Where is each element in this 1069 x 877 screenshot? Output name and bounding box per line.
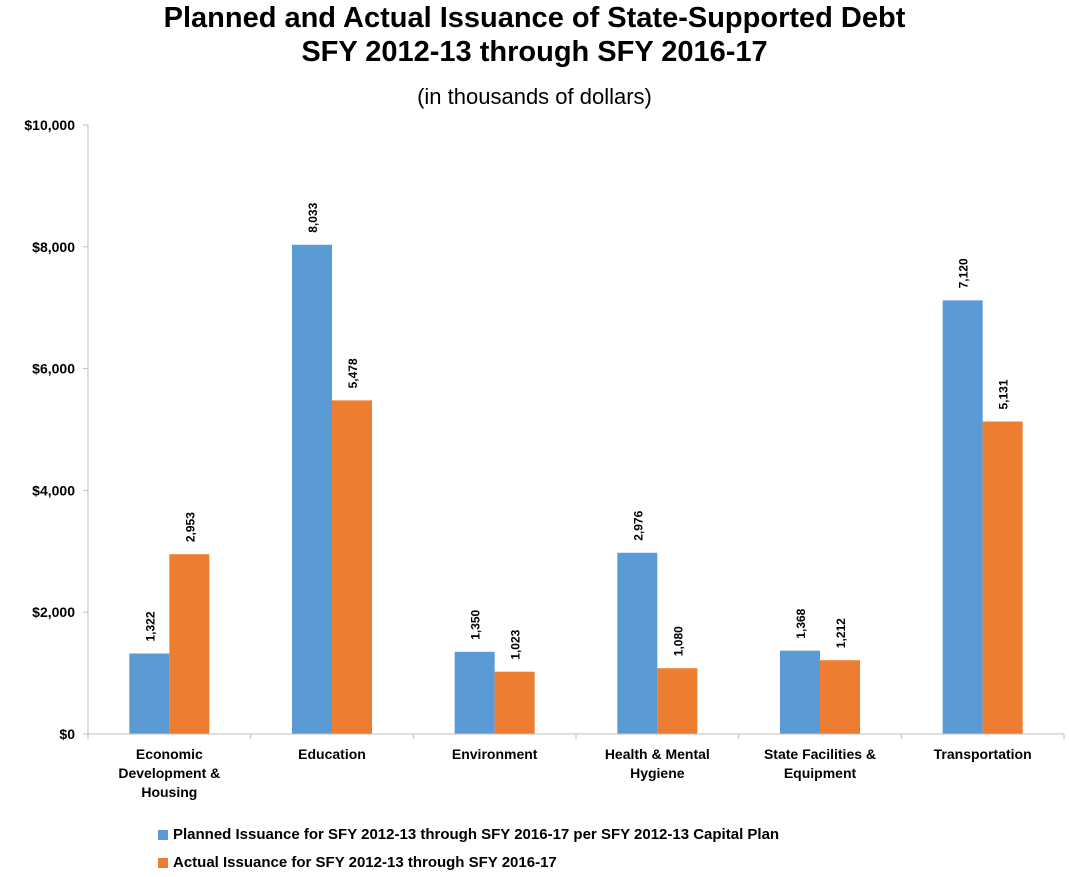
x-tick-label: Transportation: [934, 746, 1032, 762]
chart-title-line-1: Planned and Actual Issuance of State-Sup…: [163, 2, 906, 34]
x-tick-label: Education: [298, 746, 366, 762]
bar: [332, 400, 372, 734]
chart-subtitle: (in thousands of dollars): [417, 84, 652, 109]
data-label: 1,080: [671, 626, 685, 656]
legend: Planned Issuance for SFY 2012-13 through…: [158, 821, 779, 877]
bar: [617, 552, 658, 734]
y-tick-label: $10,000: [24, 117, 75, 133]
legend-item-actual: Actual Issuance for SFY 2012-13 through …: [158, 849, 779, 877]
bar: [942, 300, 983, 734]
legend-label-planned: Planned Issuance for SFY 2012-13 through…: [173, 826, 780, 843]
legend-swatch-actual: [158, 858, 168, 868]
x-tick-label: Environment: [452, 746, 538, 762]
data-label: 1,322: [143, 611, 157, 641]
bar: [780, 650, 820, 734]
x-tick-label: Economic Development & Housing: [118, 746, 220, 800]
data-label: 5,131: [997, 379, 1011, 409]
x-tick-label: State Facilities & Equipment: [764, 746, 876, 781]
data-label: 2,976: [631, 510, 645, 540]
legend-label-actual: Actual Issuance for SFY 2012-13 through …: [173, 854, 557, 871]
y-tick-label: $6,000: [32, 361, 75, 377]
y-tick-label: $4,000: [32, 482, 75, 498]
data-label: 7,120: [957, 258, 971, 288]
data-label: 1,212: [834, 618, 848, 648]
bar: [657, 668, 698, 734]
y-tick-label: $8,000: [32, 239, 75, 255]
data-label: 1,023: [509, 629, 523, 659]
data-label: 5,478: [346, 358, 360, 388]
chart-title-line-2: SFY 2012-13 through SFY 2016-17: [301, 36, 768, 68]
bar: [169, 554, 210, 734]
bar: [454, 651, 495, 734]
data-label: 1,350: [469, 609, 483, 639]
bar: [982, 421, 1023, 734]
y-tick-label: $0: [59, 726, 75, 742]
legend-swatch-planned: [158, 830, 168, 840]
data-label: 8,033: [306, 202, 320, 232]
bar: [494, 671, 535, 734]
bar: [292, 244, 332, 735]
bar: [129, 653, 170, 734]
data-label: 2,953: [183, 512, 197, 542]
bar: [820, 660, 860, 734]
legend-item-planned: Planned Issuance for SFY 2012-13 through…: [158, 821, 779, 849]
data-label: 1,368: [794, 608, 808, 638]
x-tick-label: Health & Mental Hygiene: [605, 746, 710, 781]
y-tick-label: $2,000: [32, 604, 75, 620]
